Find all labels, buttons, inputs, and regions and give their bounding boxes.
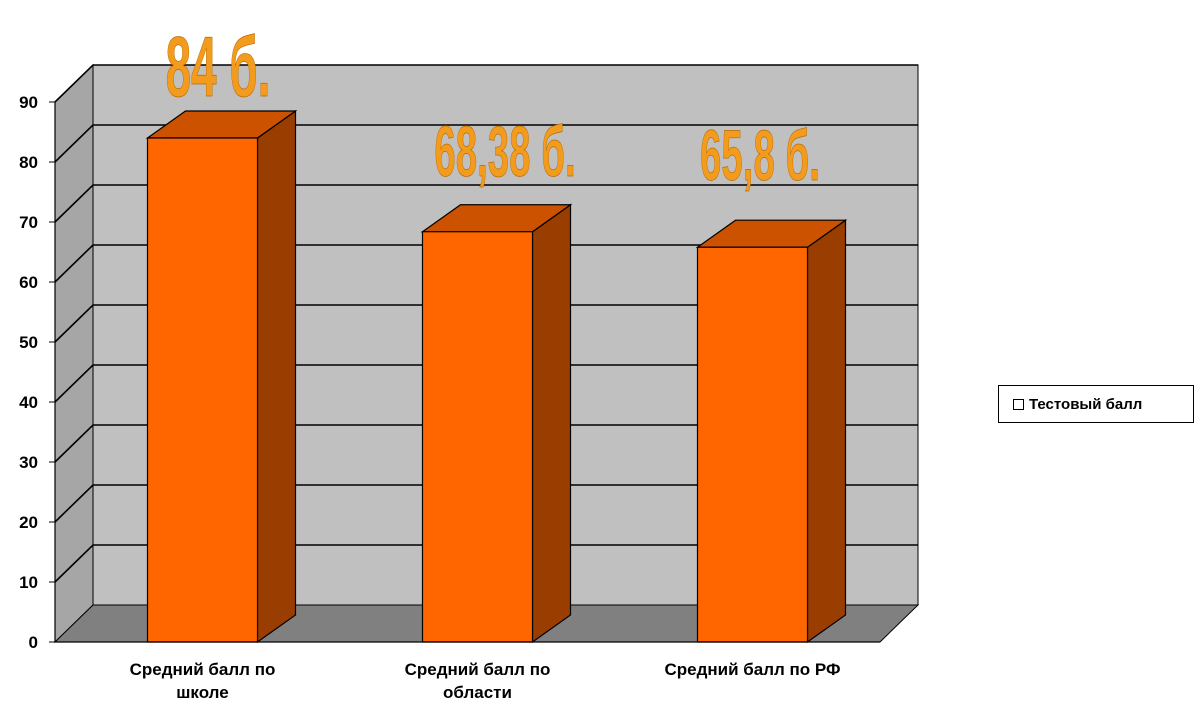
bar-side (531, 203, 572, 644)
y-tick-label: 0 (29, 633, 38, 652)
x-tick-label: Средний балл по (130, 660, 276, 679)
bar (421, 231, 534, 643)
x-tick-label: Средний балл по (405, 660, 551, 679)
y-axis: 0 10 20 30 40 50 60 70 80 90 (19, 93, 56, 652)
side-wall (54, 63, 94, 644)
bar (696, 246, 809, 643)
data-labels: 84 б. 68,38 б. 65,8 б. (165, 20, 820, 197)
x-tick-label: области (443, 683, 512, 702)
bar-group (695, 219, 848, 644)
gridline (54, 124, 918, 163)
gridlines (54, 64, 918, 583)
data-label: 68,38 б. (434, 113, 575, 193)
bar-side (256, 109, 297, 644)
gridline (54, 364, 918, 403)
y-tick-label: 80 (19, 153, 38, 172)
legend-swatch (1013, 398, 1024, 410)
data-label: 65,8 б. (700, 117, 820, 197)
legend-label: Тестовый балл (1029, 395, 1143, 413)
legend: Тестовый балл (998, 385, 1194, 423)
gridline (54, 184, 918, 223)
gridline (54, 64, 918, 103)
bar (146, 137, 259, 643)
y-tick-label: 50 (19, 333, 38, 352)
data-label: 84 б. (166, 20, 271, 115)
x-tick-label: школе (176, 683, 228, 702)
bar-group (145, 109, 298, 644)
y-tick-label: 40 (19, 393, 38, 412)
bar-side (806, 219, 847, 644)
y-tick-label: 70 (19, 213, 38, 232)
gridline (54, 244, 918, 283)
y-tick-label: 10 (19, 573, 38, 592)
y-tick-label: 60 (19, 273, 38, 292)
bar-group (420, 203, 573, 644)
gridline (54, 484, 918, 523)
gridline (54, 424, 918, 463)
gridline (54, 304, 918, 343)
bars (145, 109, 848, 644)
y-tick-label: 30 (19, 453, 38, 472)
x-tick-label: Средний балл по РФ (664, 660, 840, 679)
x-axis: Средний балл по школе Средний балл по облас… (55, 641, 880, 702)
y-tick-label: 90 (19, 93, 38, 112)
y-tick-label: 20 (19, 513, 38, 532)
gridline (54, 544, 918, 583)
